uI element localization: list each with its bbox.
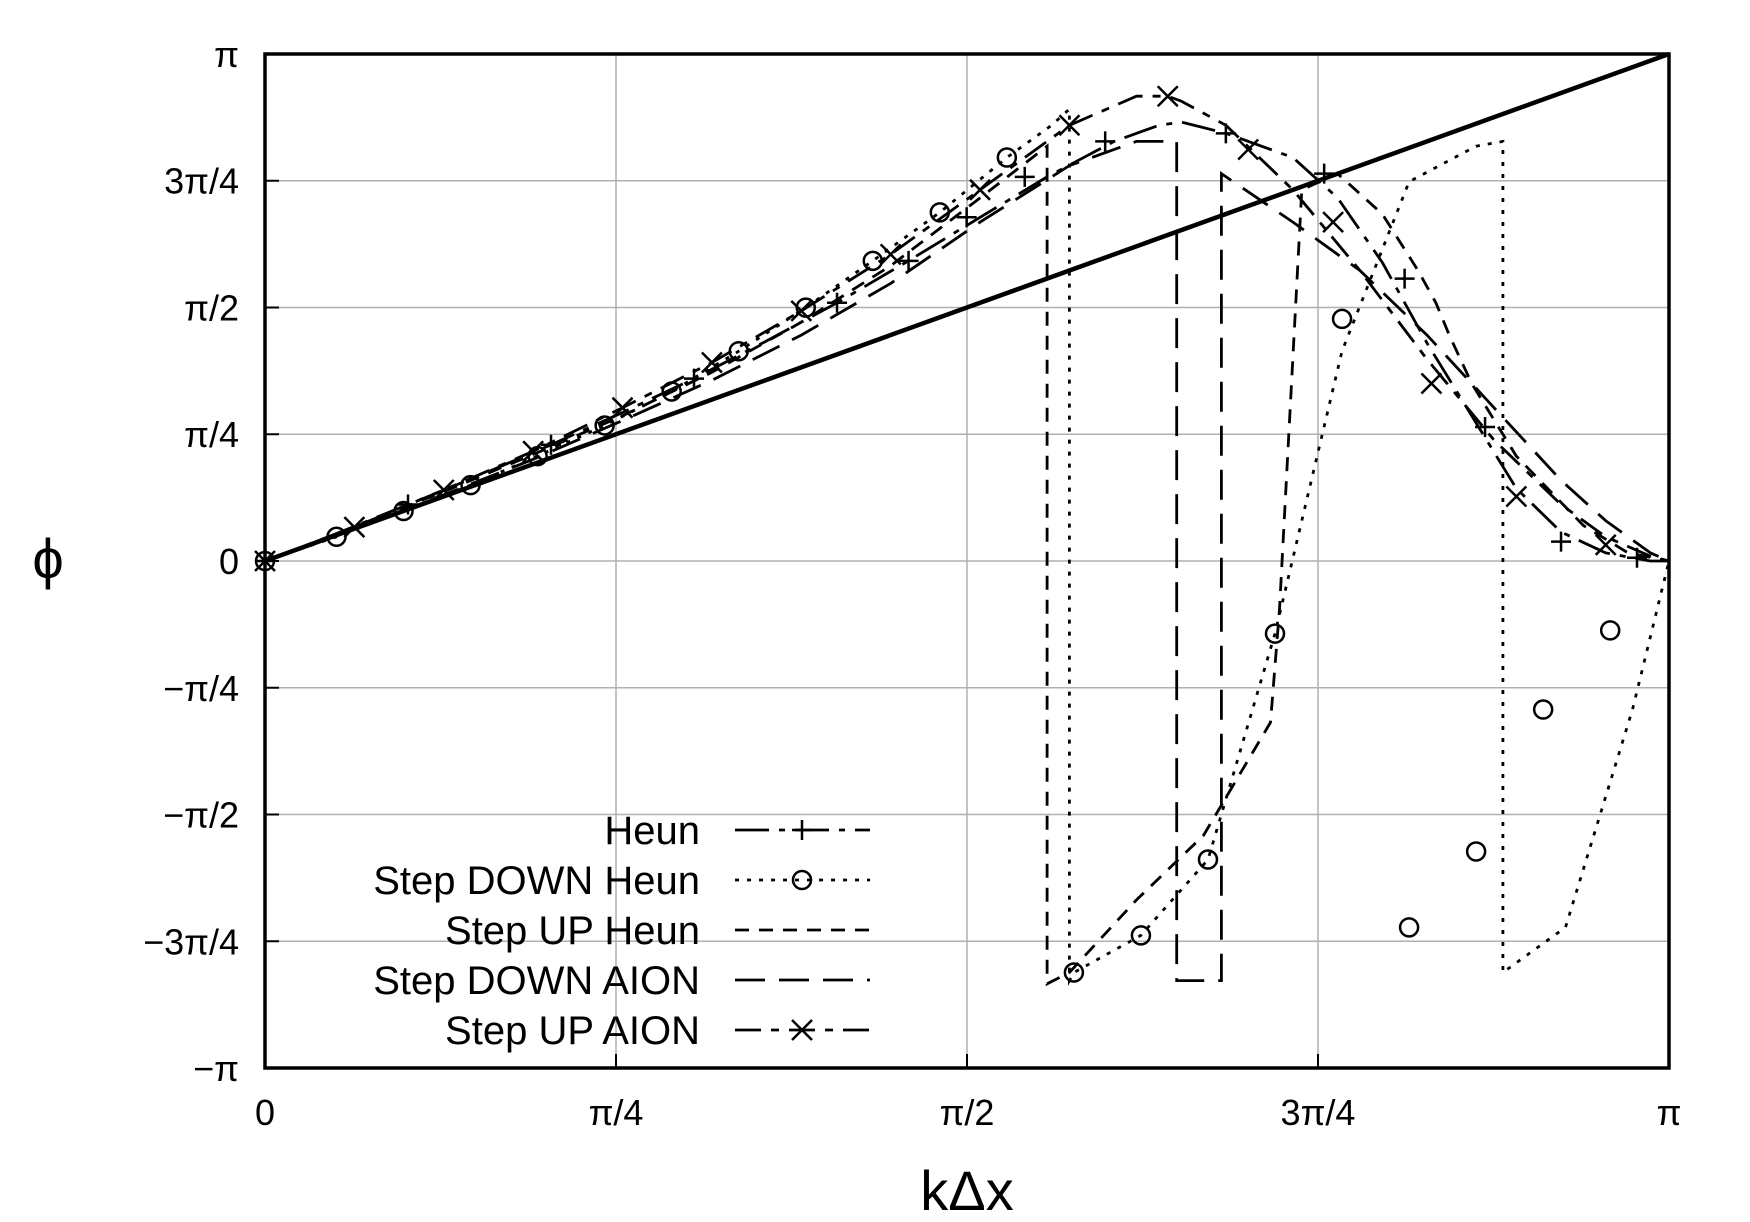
legend-label: Step UP Heun	[445, 909, 700, 953]
legend-marker	[791, 869, 813, 891]
series-marker-1	[460, 474, 481, 496]
y-axis-title: ϕ	[32, 527, 63, 590]
series-marker-4	[522, 440, 545, 463]
series-marker-1	[1599, 620, 1621, 641]
exact-line-group	[264, 51, 1670, 564]
x-tick-label: π	[1657, 1092, 1682, 1133]
series-marker-1	[996, 147, 1018, 168]
series-marker-1	[1063, 962, 1085, 983]
x-tick-label: π/4	[589, 1092, 644, 1133]
series-4	[254, 85, 1670, 572]
series-marker-4	[1237, 138, 1260, 161]
series-line-4	[264, 94, 1670, 563]
series-marker-1	[1398, 917, 1420, 938]
series-marker-0	[898, 250, 919, 271]
y-tick-label: 0	[219, 541, 239, 582]
y-tick-labels: π 3π/4 π/2 π/4 0 −π/4 −π/2 −3π/4 −π	[143, 34, 239, 1089]
x-tick-labels: 0 π/4 π/2 3π/4 π	[255, 1092, 1681, 1133]
x-axis-title: kΔx	[920, 1159, 1013, 1222]
series-marker-4	[879, 243, 902, 266]
series-marker-0	[1095, 131, 1116, 152]
series-marker-4	[969, 178, 991, 201]
y-tick-label: −π	[193, 1048, 239, 1089]
series-marker-0	[1475, 417, 1496, 438]
series-marker-1	[1130, 925, 1152, 946]
series-line-3	[264, 139, 1670, 982]
series-3	[264, 139, 1670, 982]
series-marker-0	[1551, 531, 1572, 552]
exact-dispersion-line	[264, 51, 1670, 564]
plot-frame	[263, 52, 1671, 1070]
x-tick-label: π/2	[940, 1092, 995, 1133]
series-marker-4	[1058, 114, 1081, 137]
series-line-0	[264, 120, 1669, 563]
series-marker-4	[343, 516, 366, 538]
y-tick-label: −3π/4	[143, 921, 239, 962]
y-tick-label: −π/4	[163, 668, 239, 709]
series-marker-0	[1014, 166, 1035, 187]
series-marker-1	[393, 500, 414, 522]
y-tick-label: π	[214, 34, 239, 75]
legend-label: Step UP AION	[445, 1009, 700, 1053]
series-marker-4	[790, 299, 813, 322]
series-marker-1	[1264, 623, 1286, 644]
x-tick-label: 3π/4	[1281, 1092, 1356, 1133]
legend-marker	[791, 1019, 813, 1041]
y-tick-label: π/2	[184, 287, 239, 328]
series-marker-4	[611, 396, 634, 419]
series-2	[264, 143, 1670, 987]
series-marker-1	[1465, 841, 1487, 862]
series-marker-0	[1394, 268, 1415, 289]
series-0	[255, 120, 1669, 571]
legend-marker	[792, 820, 812, 840]
legend-label: Heun	[604, 809, 700, 853]
series-1	[254, 105, 1671, 987]
legend-label: Step DOWN AION	[373, 959, 700, 1003]
series-marker-4	[1505, 485, 1528, 508]
series-marker-1	[1197, 849, 1219, 870]
x-tick-label: 0	[255, 1092, 275, 1133]
series-marker-4	[1594, 533, 1617, 556]
legend-label: Step DOWN Heun	[373, 859, 700, 903]
y-tick-label: 3π/4	[164, 161, 239, 202]
series-marker-1	[1532, 699, 1554, 720]
legend: Heun Step DOWN Heun Step UP Heun Step DOWN …	[373, 809, 870, 1053]
series-marker-0	[956, 207, 977, 228]
series-marker-4	[432, 479, 455, 501]
series-line-2	[264, 143, 1670, 987]
series-marker-0	[1314, 163, 1335, 184]
series-marker-0	[827, 292, 848, 313]
y-tick-label: π/4	[184, 414, 239, 455]
series-marker-4	[701, 351, 723, 374]
y-tick-label: −π/2	[163, 795, 239, 836]
series-marker-4	[1420, 372, 1443, 395]
series-marker-1	[1331, 308, 1353, 330]
series-group	[254, 85, 1671, 987]
series-marker-4	[1156, 85, 1179, 108]
series-marker-4	[1322, 211, 1344, 233]
